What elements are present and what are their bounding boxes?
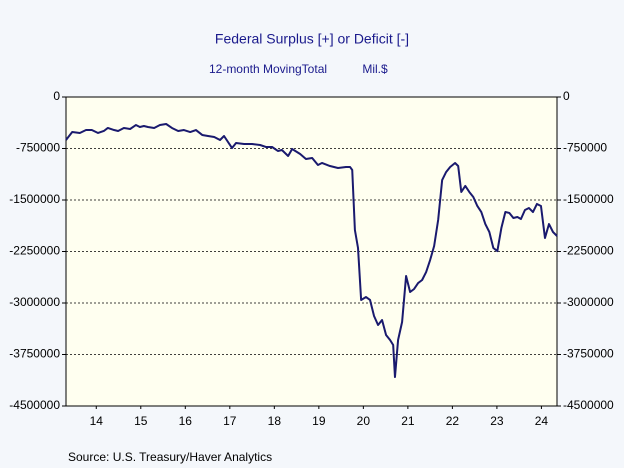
x-tick-label: 17 xyxy=(223,414,237,428)
source-note: Source: U.S. Treasury/Haver Analytics xyxy=(68,450,272,464)
y-tick-label: -1500000 xyxy=(9,192,60,206)
y-tick-label: -4500000 xyxy=(9,398,60,412)
x-tick-label: 24 xyxy=(535,414,549,428)
y2-tick-label: -3750000 xyxy=(563,347,614,361)
x-tick-label: 16 xyxy=(179,414,193,428)
y-tick-label: -750000 xyxy=(16,141,60,155)
x-tick-label: 21 xyxy=(401,414,415,428)
x-tick-label: 22 xyxy=(446,414,460,428)
x-tick-label: 23 xyxy=(490,414,504,428)
y2-tick-label: -4500000 xyxy=(563,398,614,412)
chart-subtitle: 12-month MovingTotal xyxy=(209,62,327,76)
y-tick-label: -3750000 xyxy=(9,347,60,361)
data-line xyxy=(65,122,558,379)
chart-title: Federal Surplus [+] or Deficit [-] xyxy=(215,31,409,47)
y-tick-label: -2250000 xyxy=(9,244,60,258)
y2-tick-label: -2250000 xyxy=(563,244,614,258)
x-tick-label: 19 xyxy=(312,414,326,428)
y2-tick-label: -3000000 xyxy=(563,295,614,309)
x-tick-label: 15 xyxy=(134,414,148,428)
x-tick-label: 14 xyxy=(90,414,104,428)
y2-tick-label: -1500000 xyxy=(563,192,614,206)
y-tick-label: 0 xyxy=(53,89,60,103)
x-tick-label: 18 xyxy=(268,414,282,428)
plot-frame xyxy=(65,96,558,407)
units-label: Mil.$ xyxy=(362,62,388,76)
y-tick-label: -3000000 xyxy=(9,295,60,309)
x-tick-label: 20 xyxy=(357,414,371,428)
y2-tick-label: 0 xyxy=(563,89,570,103)
y2-tick-label: -750000 xyxy=(563,141,607,155)
